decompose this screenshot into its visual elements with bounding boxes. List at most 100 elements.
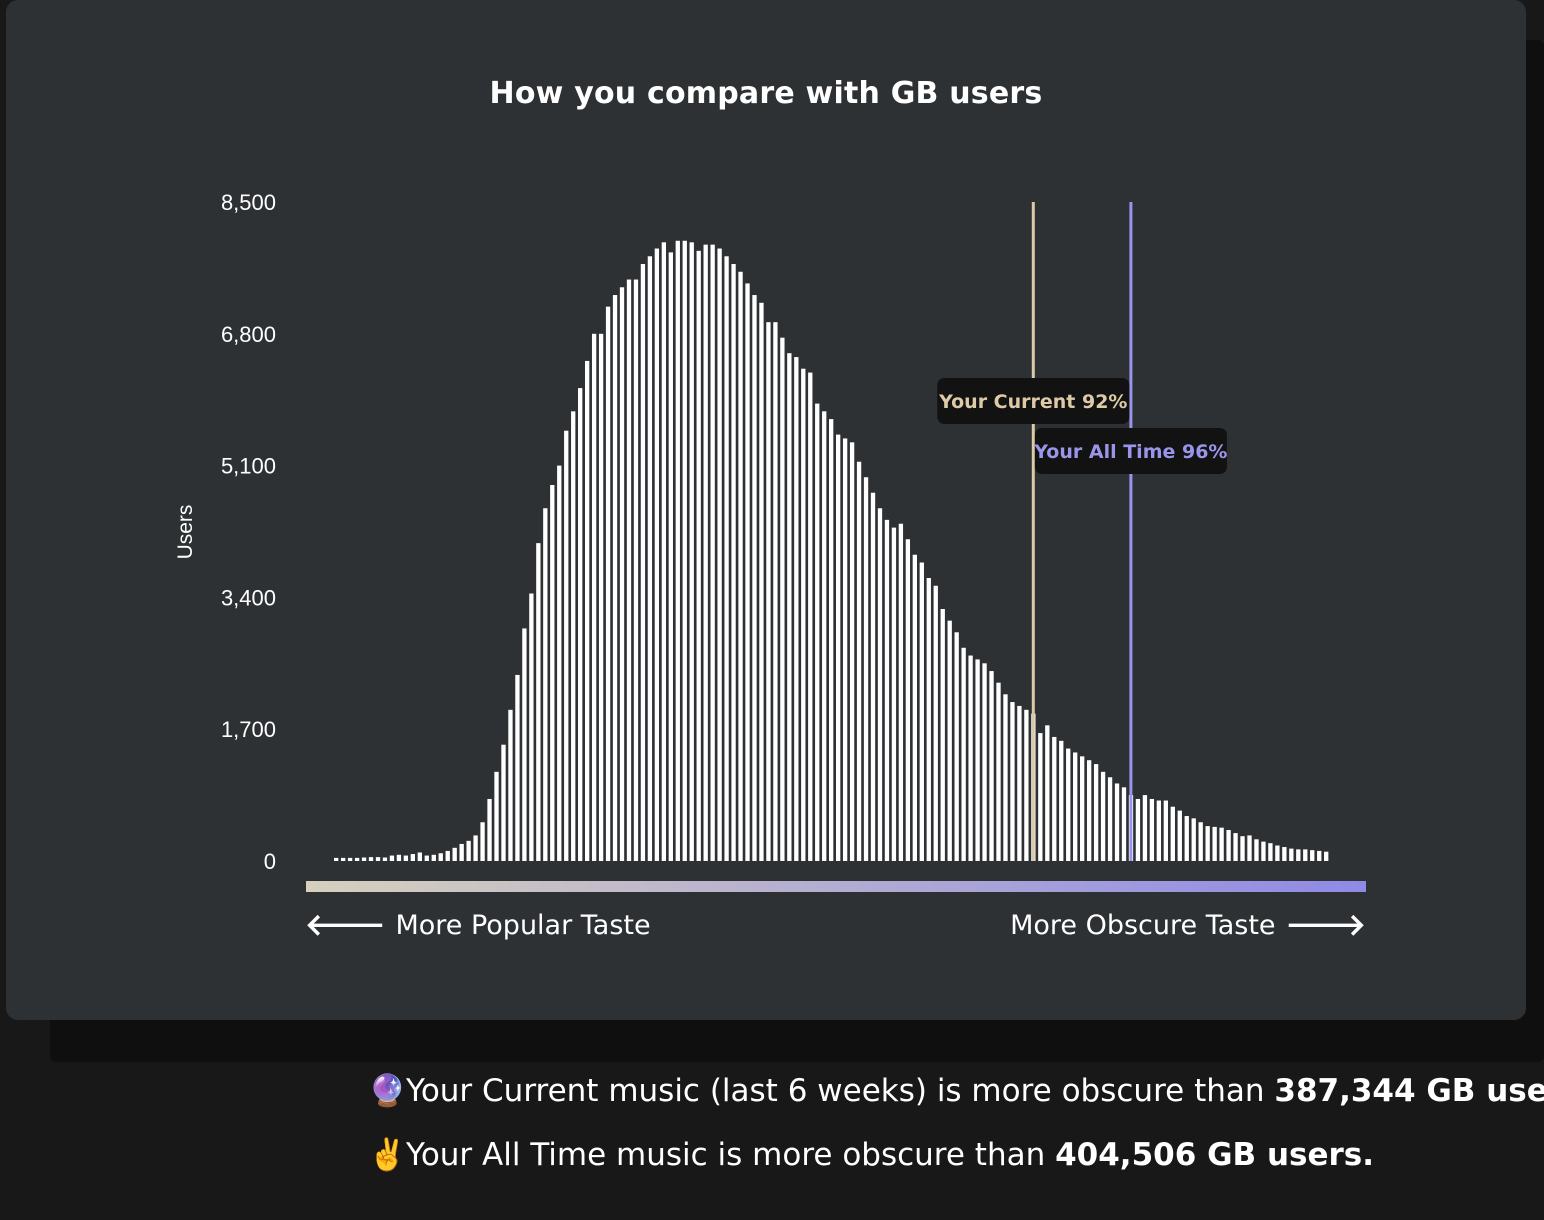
histogram-bar bbox=[1038, 733, 1043, 861]
histogram-bar bbox=[724, 256, 729, 861]
histogram-bar bbox=[822, 411, 827, 861]
histogram-bar bbox=[515, 674, 520, 861]
histogram-bar bbox=[1191, 818, 1196, 861]
histogram-bar bbox=[773, 322, 778, 861]
histogram-bar bbox=[1268, 843, 1273, 861]
histogram-bar bbox=[431, 854, 436, 861]
histogram-bar bbox=[668, 252, 673, 861]
histogram-bar bbox=[543, 508, 548, 861]
histogram-bar bbox=[849, 442, 855, 861]
histogram-bar bbox=[501, 744, 506, 861]
histogram-bar bbox=[1275, 845, 1280, 861]
histogram-bar bbox=[410, 854, 416, 861]
histogram-bar bbox=[1170, 806, 1175, 861]
histogram-bar bbox=[1149, 798, 1155, 861]
histogram-bar bbox=[1254, 839, 1259, 861]
histogram-bar bbox=[654, 248, 660, 861]
histogram-bar bbox=[675, 240, 680, 861]
histogram-bar bbox=[731, 264, 736, 861]
histogram-bar bbox=[801, 368, 806, 861]
histogram-bar bbox=[612, 295, 618, 861]
histogram-bar bbox=[1261, 841, 1266, 861]
histogram-bar bbox=[1296, 849, 1301, 861]
histogram-bar bbox=[347, 857, 353, 861]
histogram-bar bbox=[787, 353, 792, 861]
histogram-bar bbox=[947, 620, 952, 861]
histogram-bar bbox=[1247, 835, 1252, 861]
histogram-bar bbox=[1303, 849, 1308, 861]
histogram-bar bbox=[633, 279, 639, 861]
peace-hand-icon: ✌️ bbox=[368, 1137, 407, 1173]
histogram-bar bbox=[619, 287, 625, 861]
histogram-bar bbox=[710, 244, 715, 861]
histogram-bar bbox=[389, 855, 395, 861]
histogram-bar bbox=[1045, 725, 1050, 861]
histogram-bar bbox=[1198, 822, 1203, 861]
histogram-bar bbox=[445, 850, 450, 861]
histogram-bar bbox=[975, 659, 980, 861]
histogram-bar bbox=[550, 484, 555, 861]
histogram-bar bbox=[605, 306, 611, 861]
histogram-bar bbox=[382, 857, 388, 861]
chart-title: How you compare with GB users bbox=[489, 76, 1043, 111]
histogram-bar bbox=[752, 295, 757, 861]
histogram-bar bbox=[1003, 694, 1008, 861]
all-time-summary: ✌️Your All Time music is more obscure th… bbox=[368, 1136, 1374, 1173]
histogram-bar bbox=[877, 508, 883, 861]
histogram-bar bbox=[954, 632, 959, 861]
current-summary-count: 387,344 GB users. bbox=[1274, 1073, 1544, 1109]
histogram-bar bbox=[375, 857, 381, 861]
histogram-bar bbox=[1289, 848, 1294, 861]
y-tick-label: 6,800 bbox=[221, 322, 276, 347]
histogram-bar bbox=[961, 647, 966, 861]
histogram-bar bbox=[682, 240, 687, 861]
histogram-bar bbox=[647, 256, 653, 861]
histogram-bar bbox=[926, 578, 931, 861]
y-tick-label: 1,700 bbox=[221, 717, 276, 742]
all-time-summary-count: 404,506 GB users. bbox=[1055, 1137, 1375, 1173]
histogram-bar bbox=[940, 609, 945, 861]
histogram-bar bbox=[1010, 702, 1015, 861]
histogram-bar bbox=[1052, 736, 1057, 861]
histogram-bar bbox=[696, 250, 701, 862]
histogram-bar bbox=[578, 388, 583, 861]
histogram-bar bbox=[640, 264, 646, 861]
histogram-bar bbox=[1310, 850, 1315, 861]
histogram-bar bbox=[982, 663, 987, 861]
histogram-bar bbox=[403, 855, 409, 861]
histogram-bar bbox=[1205, 826, 1210, 861]
histogram-bar bbox=[1156, 800, 1162, 861]
histogram-bar bbox=[884, 519, 890, 861]
histogram-bar bbox=[522, 628, 527, 861]
histogram-bar bbox=[1080, 756, 1085, 861]
chart-card bbox=[6, 0, 1526, 1020]
y-tick-label: 5,100 bbox=[221, 454, 276, 479]
more-popular-label: 🡐 More Popular Taste bbox=[305, 910, 651, 941]
histogram-bar bbox=[912, 554, 917, 861]
histogram-bar bbox=[1135, 798, 1141, 861]
histogram-bar bbox=[529, 593, 534, 861]
histogram-bar bbox=[1240, 836, 1245, 861]
histogram-bar bbox=[334, 857, 339, 861]
histogram-bar bbox=[598, 333, 604, 861]
histogram-bar bbox=[1233, 833, 1238, 861]
histogram-bar bbox=[842, 438, 848, 861]
histogram-bar bbox=[1226, 829, 1231, 861]
histogram-bar bbox=[1086, 760, 1092, 861]
histogram-bar bbox=[1163, 800, 1168, 861]
current-summary-text: Your Current music (last 6 weeks) is mor… bbox=[406, 1073, 1275, 1109]
y-tick-label: 3,400 bbox=[221, 585, 276, 610]
histogram-bar bbox=[438, 853, 443, 861]
taste-gradient-bar bbox=[306, 881, 1366, 892]
histogram-bar bbox=[759, 302, 764, 861]
histogram-bar bbox=[1107, 777, 1113, 861]
histogram-bar bbox=[863, 477, 869, 861]
histogram-bar bbox=[1317, 850, 1322, 861]
histogram-bar bbox=[1024, 709, 1029, 861]
histogram-bar bbox=[1121, 787, 1127, 861]
histogram-bar bbox=[661, 242, 667, 861]
histogram-bar bbox=[738, 271, 743, 861]
histogram-bar bbox=[1142, 795, 1148, 861]
histogram-bar bbox=[466, 840, 471, 861]
histogram-bar bbox=[571, 411, 576, 861]
